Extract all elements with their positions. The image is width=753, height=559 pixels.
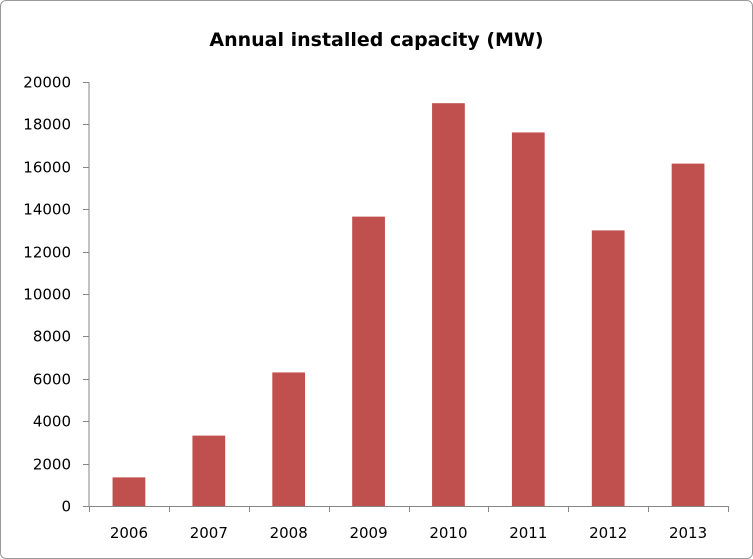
y-tick-label: 8000	[33, 328, 71, 346]
chart-title: Annual installed capacity (MW)	[209, 29, 544, 51]
y-axis: 0 2000 4000 6000 8000 10000 12000 14000 16000 180…	[23, 74, 90, 516]
y-tick-label: 2000	[33, 456, 71, 474]
x-tick-label: 2011	[509, 524, 547, 542]
x-tick-label: 2008	[270, 524, 308, 542]
bar-2010	[432, 103, 465, 506]
y-tick-label: 10000	[23, 286, 71, 304]
bar-2008	[272, 372, 306, 506]
y-tick-label: 12000	[23, 244, 71, 262]
x-tick-label: 2009	[349, 524, 387, 542]
y-tick-label: 20000	[23, 74, 71, 92]
x-tick-label: 2010	[429, 524, 467, 542]
x-tick-label: 2012	[589, 524, 627, 542]
bar-2007	[192, 435, 226, 506]
y-tick-label: 6000	[33, 371, 71, 389]
x-tick-label: 2013	[669, 524, 707, 542]
y-tick-label: 18000	[23, 116, 71, 134]
bar-2013	[671, 163, 705, 506]
bar-2006	[112, 477, 146, 506]
x-tick-label: 2006	[110, 524, 148, 542]
bars	[112, 103, 705, 506]
bar-2011	[511, 132, 545, 506]
bar-2009	[352, 216, 385, 506]
x-axis: 2006 2007 2008 2009 2010 2011 2012 2013	[89, 506, 729, 542]
y-tick-label: 16000	[23, 159, 71, 177]
x-tick-label: 2007	[190, 524, 228, 542]
y-tick-label: 4000	[33, 413, 71, 431]
y-tick-label: 14000	[23, 201, 71, 219]
bar-2012	[591, 230, 625, 506]
y-tick-label: 0	[61, 498, 71, 516]
